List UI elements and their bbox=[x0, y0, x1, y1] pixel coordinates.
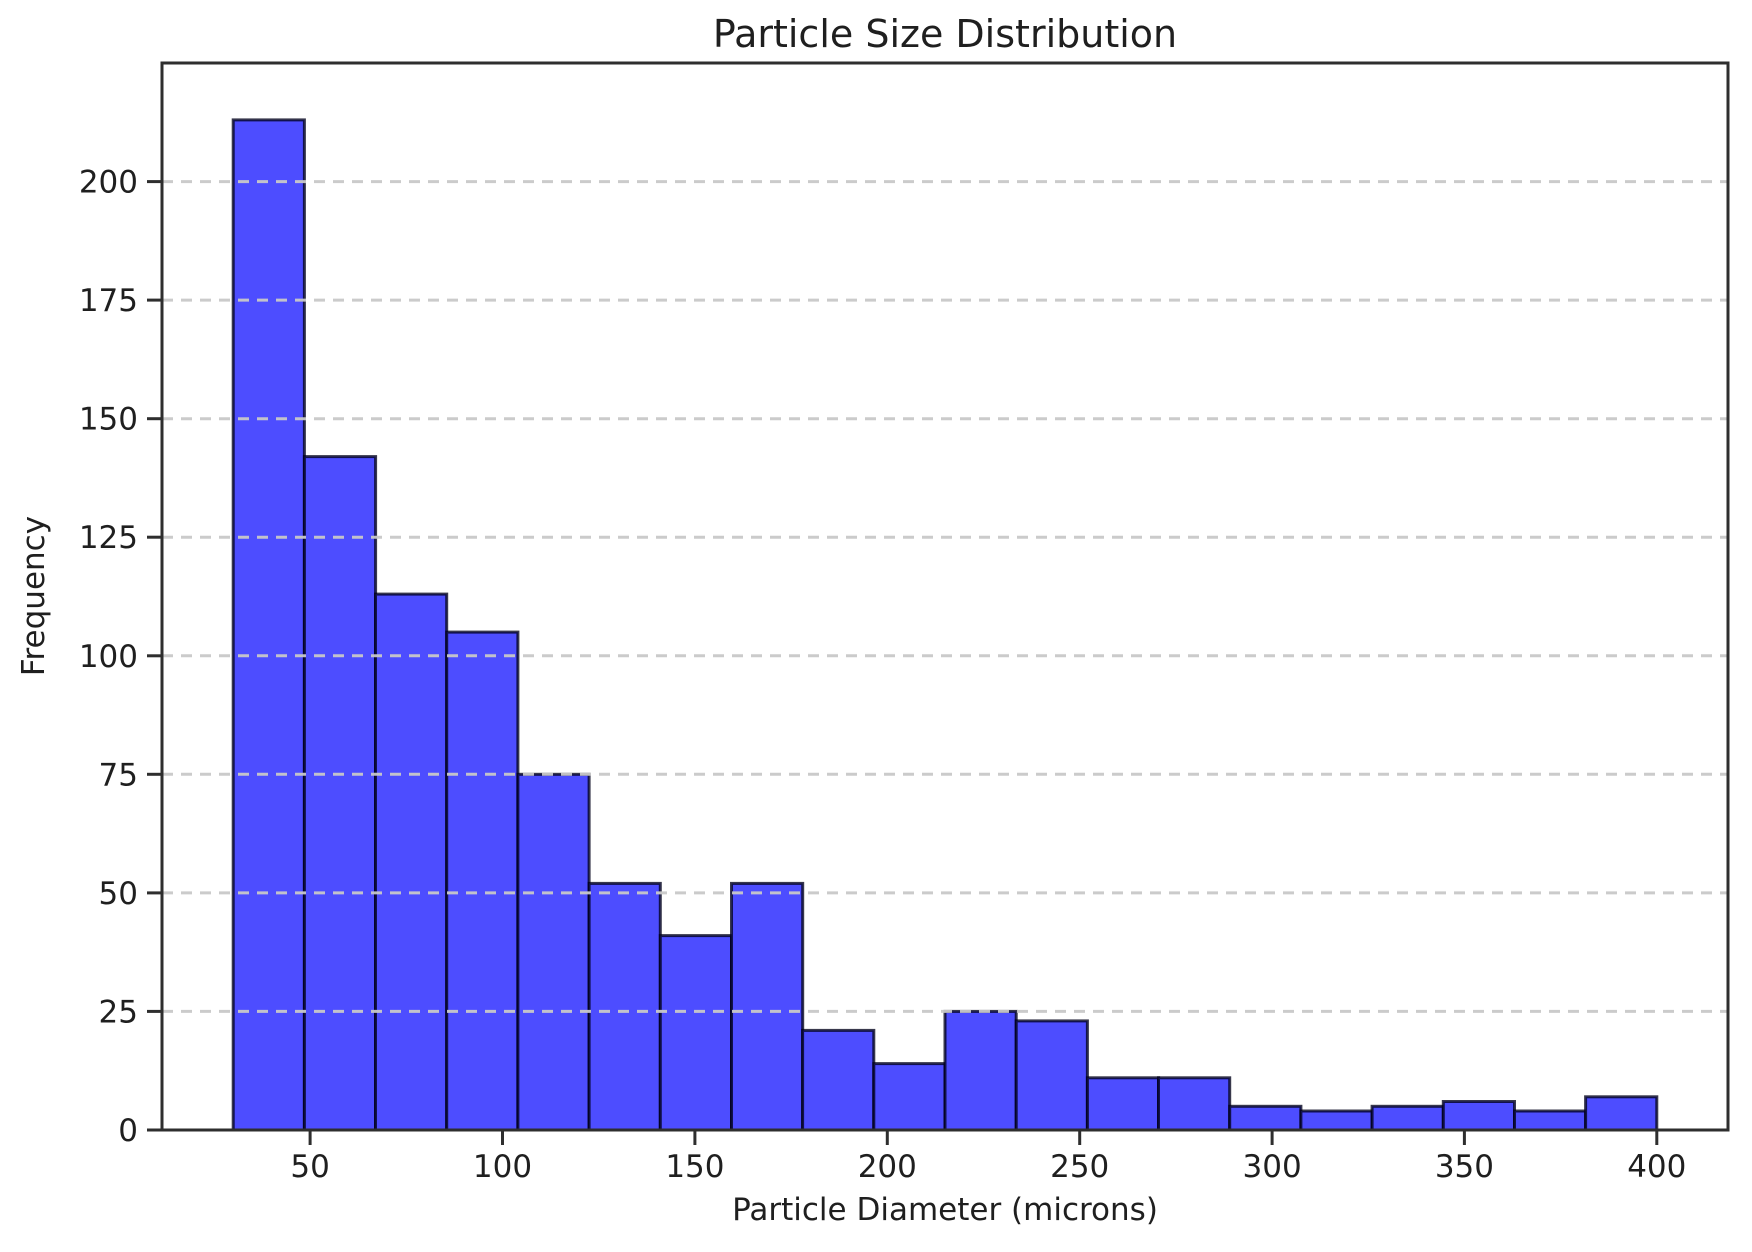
histogram-bar bbox=[587, 881, 662, 1132]
histogram-bar bbox=[1370, 1104, 1445, 1132]
y-tick-label: 175 bbox=[79, 283, 138, 319]
bars-layer bbox=[231, 118, 1659, 1132]
histogram-bar bbox=[1157, 1076, 1232, 1132]
x-tick-label: 300 bbox=[1243, 1149, 1302, 1185]
gridlines-layer bbox=[162, 180, 1728, 1013]
histogram-bar bbox=[516, 772, 591, 1132]
plot-border bbox=[160, 61, 1730, 1132]
histogram-bar bbox=[658, 934, 733, 1132]
y-tick-label: 125 bbox=[79, 520, 138, 556]
x-tick-label: 200 bbox=[858, 1149, 917, 1185]
axes-spines bbox=[160, 61, 1730, 1132]
y-tick-label: 75 bbox=[99, 757, 138, 793]
histogram-bar bbox=[872, 1062, 947, 1132]
tick-labels-layer: 50 100 150 200 250 300 350 400 0 25 50 75 100 125 150 1… bbox=[79, 165, 1687, 1185]
histogram-bar bbox=[1228, 1104, 1303, 1132]
histogram-bar bbox=[1085, 1076, 1161, 1132]
histogram-bar bbox=[1014, 1019, 1089, 1132]
x-tick-label: 150 bbox=[665, 1149, 724, 1185]
y-axis-label: Frequency bbox=[16, 516, 52, 676]
x-axis-label: Particle Diameter (microns) bbox=[732, 1192, 1158, 1228]
y-tick-label: 25 bbox=[99, 994, 138, 1030]
histogram-bar bbox=[1299, 1109, 1374, 1132]
histogram-bar bbox=[1441, 1100, 1517, 1132]
x-tick-label: 50 bbox=[290, 1149, 329, 1185]
y-tick-label: 200 bbox=[79, 165, 138, 201]
x-tick-label: 250 bbox=[1050, 1149, 1109, 1185]
histogram-bar bbox=[302, 455, 378, 1132]
x-tick-label: 350 bbox=[1435, 1149, 1494, 1185]
histogram-bar bbox=[730, 881, 805, 1132]
histogram-bar bbox=[801, 1028, 876, 1132]
histogram-bar bbox=[445, 630, 520, 1132]
y-tick-label: 0 bbox=[118, 1113, 138, 1149]
histogram-bar bbox=[374, 592, 449, 1132]
histogram-bar bbox=[231, 118, 306, 1132]
histogram-bar bbox=[943, 1009, 1018, 1132]
y-tick-label: 150 bbox=[79, 402, 138, 438]
x-tick-label: 100 bbox=[473, 1149, 532, 1185]
y-tick-label: 100 bbox=[79, 639, 138, 675]
chart-title: Particle Size Distribution bbox=[713, 12, 1177, 56]
histogram-bar bbox=[1584, 1095, 1659, 1132]
histogram-bar bbox=[1513, 1109, 1588, 1132]
ticks-layer bbox=[147, 180, 1659, 1145]
x-tick-label: 400 bbox=[1627, 1149, 1686, 1185]
y-tick-label: 50 bbox=[99, 876, 138, 912]
